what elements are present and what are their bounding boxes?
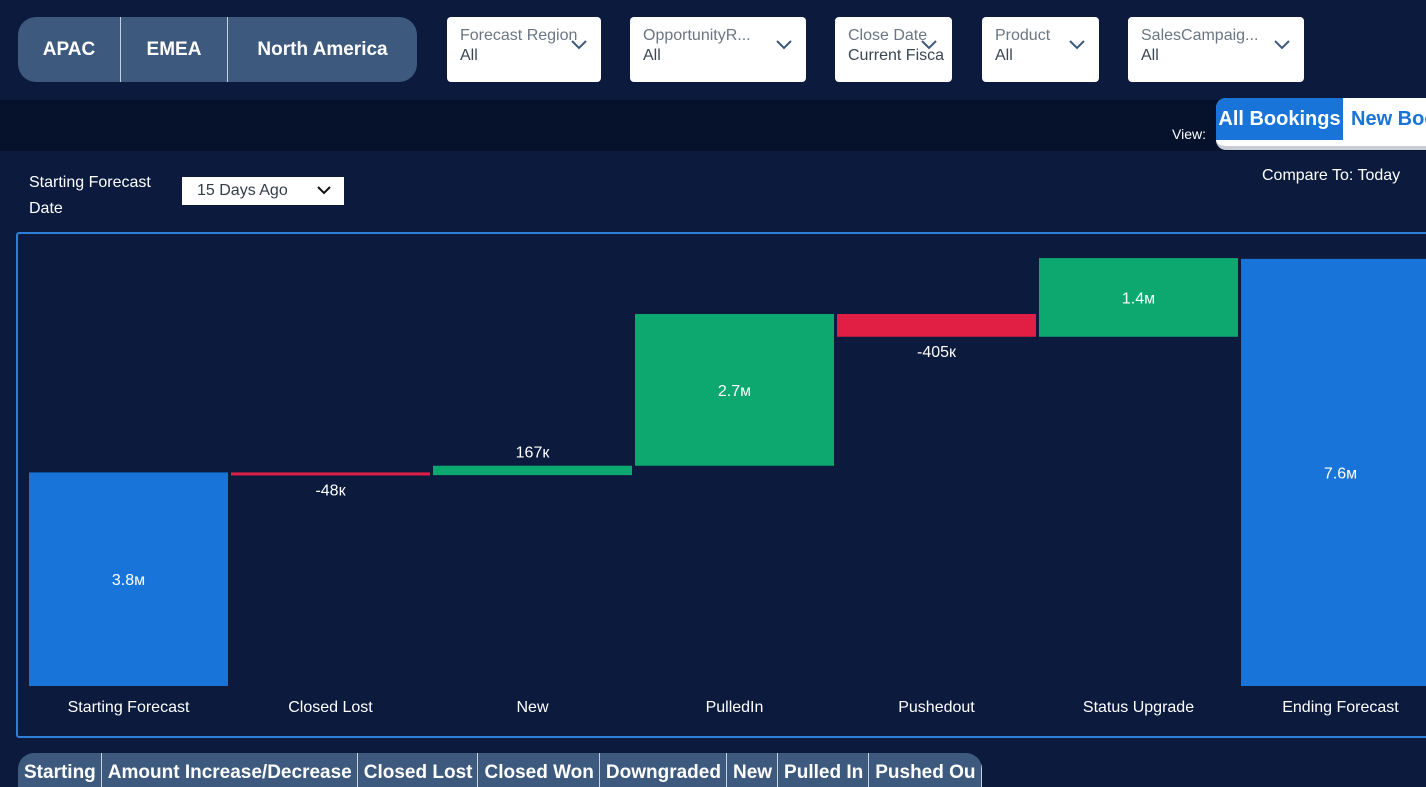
waterfall-chart-frame: 3.8м Starting Forecast -48к Closed Lost 167к… — [16, 232, 1426, 738]
filter-forecast-region[interactable]: Forecast Region All — [447, 17, 601, 82]
chevron-down-icon — [317, 186, 331, 195]
category-label-ending-forecast: Ending Forecast — [1282, 699, 1399, 716]
waterfall-chart: 3.8м Starting Forecast -48к Closed Lost 167к… — [29, 258, 1426, 716]
region-button-emea[interactable]: EMEA — [121, 17, 228, 82]
region-button-north-america[interactable]: North America — [257, 38, 388, 60]
bar-pulledin[interactable] — [635, 313, 834, 466]
bar-status-upgrade[interactable] — [1039, 258, 1238, 337]
tab-new-bookings[interactable]: New Boo — [1351, 108, 1426, 130]
category-label-new: New — [516, 699, 548, 716]
filter-product[interactable]: Product All — [982, 17, 1099, 82]
filter-value: All — [995, 47, 1013, 64]
region-button-apac[interactable]: APAC — [18, 17, 121, 82]
filter-close-date[interactable]: Close Date Current Fisca — [835, 17, 952, 82]
bar-pushedout[interactable] — [837, 313, 1036, 337]
filter-value: All — [1141, 47, 1159, 64]
data-label-closed-lost: -48к — [315, 482, 346, 499]
filter-label: OpportunityR... — [643, 27, 751, 44]
data-label-pushedout: -405к — [917, 344, 957, 361]
category-label-status-upgrade: Status Upgrade — [1083, 699, 1194, 716]
data-label-new: 167к — [516, 445, 551, 462]
filter-label: Product — [995, 27, 1051, 44]
category-label-pushedout: Pushedout — [898, 699, 975, 716]
top-filter-bar: APAC EMEA North America Forecast Region … — [0, 0, 1426, 100]
filter-value: All — [643, 47, 661, 64]
view-band — [0, 100, 1426, 151]
tab-amount-increase-decrease[interactable]: Amount Increase/Decrease — [102, 753, 358, 787]
filter-value: All — [460, 47, 478, 64]
tab-downgraded[interactable]: Downgraded — [600, 753, 727, 787]
data-label-pulledin: 2.7м — [718, 383, 751, 400]
tab-all-bookings[interactable]: All Bookings — [1216, 98, 1343, 140]
filter-value: Current Fisca — [848, 47, 945, 64]
bar-new[interactable] — [433, 465, 632, 476]
starting-forecast-date-label: Starting Forecast Date — [29, 174, 151, 217]
tab-pushed-out[interactable]: Pushed Ou — [869, 753, 982, 787]
category-label-closed-lost: Closed Lost — [288, 699, 373, 716]
view-label: View: — [1172, 126, 1206, 142]
chevron-down-icon — [571, 40, 587, 50]
tab-closed-won[interactable]: Closed Won — [478, 753, 600, 787]
view-tabs: All Bookings New Boo — [1216, 98, 1426, 150]
bar-starting-forecast[interactable] — [29, 472, 228, 686]
filter-label: Forecast Region — [460, 27, 578, 44]
filter-sales-campaign[interactable]: SalesCampaig... All — [1128, 17, 1304, 82]
filter-opportunity-record-type[interactable]: OpportunityR... All — [630, 17, 806, 82]
category-label-starting-forecast: Starting Forecast — [68, 699, 190, 716]
category-label-pulledin: PulledIn — [706, 699, 764, 716]
bar-ending-forecast[interactable] — [1241, 258, 1426, 686]
tab-starting[interactable]: Starting — [18, 753, 102, 787]
bottom-tab-bar: Starting Amount Increase/Decrease Closed L… — [18, 753, 982, 787]
data-label-status-upgrade: 1.4м — [1122, 290, 1155, 307]
tab-new[interactable]: New — [727, 753, 779, 787]
tab-closed-lost[interactable]: Closed Lost — [358, 753, 479, 787]
chevron-down-icon — [921, 40, 937, 50]
tab-pulled-in[interactable]: Pulled In — [778, 753, 870, 787]
filter-label: SalesCampaig... — [1141, 27, 1259, 44]
bar-closed-lost[interactable] — [231, 472, 430, 476]
filter-label: Close Date — [848, 27, 928, 44]
chevron-down-icon — [776, 40, 792, 50]
chevron-down-icon — [1069, 40, 1085, 50]
starting-forecast-date-select[interactable]: 15 Days Ago — [182, 177, 344, 205]
region-button-group: APAC EMEA North America — [18, 17, 417, 82]
select-value: 15 Days Ago — [197, 182, 288, 199]
chevron-down-icon — [1274, 40, 1290, 50]
compare-to-label: Compare To: Today — [1262, 167, 1401, 184]
data-label-ending-forecast: 7.6м — [1324, 465, 1357, 482]
data-label-starting-forecast: 3.8м — [112, 572, 145, 589]
